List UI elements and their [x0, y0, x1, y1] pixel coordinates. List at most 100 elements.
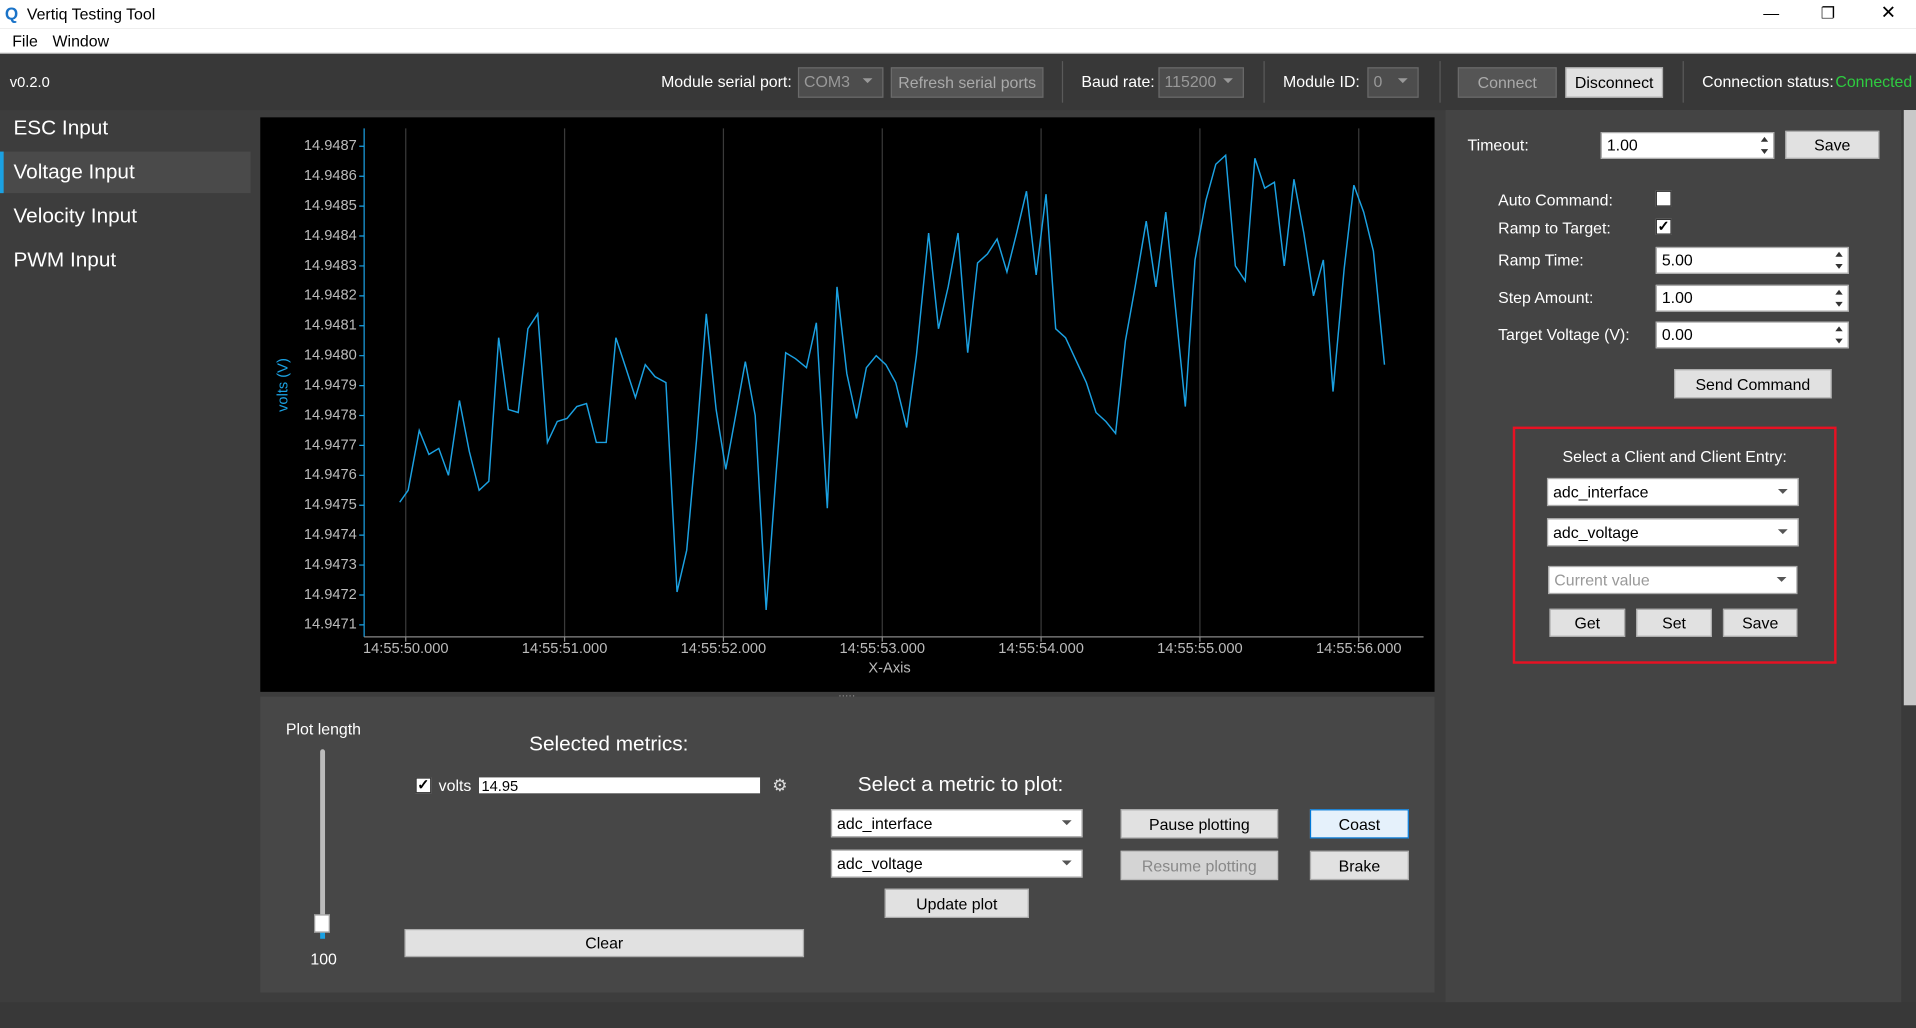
disconnect-button[interactable]: Disconnect: [1565, 67, 1664, 98]
coast-button[interactable]: Coast: [1309, 809, 1409, 839]
box-title: Select a Client and Client Entry:: [1562, 447, 1787, 466]
separator: [1439, 61, 1441, 103]
y-tick-label: 14.9473: [304, 557, 357, 573]
target-spinbox[interactable]: 0.00: [1655, 321, 1849, 349]
label: Module serial port:: [661, 72, 792, 91]
y-tick-label: 14.9486: [304, 168, 357, 184]
module-id-combo[interactable]: 0: [1367, 67, 1419, 98]
brake-button[interactable]: Brake: [1309, 850, 1409, 881]
menu-bar: [0, 28, 1916, 54]
data-line: [399, 153, 1386, 610]
send-button[interactable]: Send Command: [1674, 369, 1832, 399]
close-button[interactable]: ✕: [1880, 2, 1896, 24]
value-input[interactable]: Current value: [1548, 565, 1798, 595]
section-title: Selected metrics:: [529, 732, 689, 756]
separator: [1263, 61, 1265, 103]
label: Step Amount:: [1498, 288, 1594, 307]
label: Connection status:: [1702, 72, 1834, 91]
y-tick-label: 14.9477: [304, 437, 357, 453]
y-tick-label: 14.9483: [304, 258, 357, 274]
clear-button[interactable]: Clear: [404, 928, 805, 958]
y-tick-label: 14.9478: [304, 407, 357, 423]
scrollbar-thumb[interactable]: [1903, 110, 1916, 706]
label: Auto Command:: [1498, 190, 1613, 210]
title-bar: [0, 0, 1916, 29]
client-combo[interactable]: adc_interface: [830, 809, 1083, 838]
ramp-time-spinbox[interactable]: 5.00: [1655, 246, 1849, 274]
plot: X-Axis volts (V) 14:55:50.000 14:55:51.00…: [260, 117, 1435, 692]
label: Plot length: [285, 719, 362, 739]
metric-checkbox[interactable]: ✓: [415, 776, 432, 794]
x-tick-label: 14:55:54.000: [998, 641, 1084, 657]
label: Module ID:: [1283, 72, 1360, 91]
menu-item[interactable]: File: [12, 31, 38, 51]
separator: [1682, 61, 1684, 103]
plot-length-value: 100: [310, 949, 337, 969]
highlight-box: [1512, 426, 1837, 664]
x-tick-label: 14:55:55.000: [1157, 641, 1243, 657]
y-tick-label: 14.9482: [304, 288, 357, 304]
save-button[interactable]: Save: [1722, 608, 1798, 637]
refresh-button[interactable]: Refresh serial ports: [890, 67, 1044, 98]
entry-combo[interactable]: adc_voltage: [830, 849, 1083, 878]
separator: [1061, 61, 1064, 103]
save-button[interactable]: Save: [1785, 130, 1880, 159]
sidebar-item[interactable]: PWM Input: [13, 248, 117, 272]
label: Baud rate:: [1081, 72, 1155, 91]
y-tick-label: 14.9481: [304, 318, 357, 334]
y-tick-label: 14.9474: [304, 527, 357, 543]
serial-port-combo[interactable]: COM3: [797, 67, 884, 98]
x-tick-label: 14:55:53.000: [839, 641, 925, 657]
label: Timeout:: [1467, 135, 1529, 155]
set-button[interactable]: Set: [1636, 608, 1712, 637]
version: v0.2.0: [9, 73, 50, 91]
slider-track[interactable]: [320, 749, 326, 936]
status-bar: [0, 1002, 1916, 1028]
section-title: Select a metric to plot:: [857, 772, 1064, 796]
y-axis-label: volts (V): [275, 358, 291, 412]
sidebar-item[interactable]: ESC Input: [13, 116, 109, 140]
y-tick-label: 14.9479: [304, 377, 357, 393]
connect-button[interactable]: Connect: [1457, 67, 1557, 98]
y-tick-label: 14.9475: [304, 497, 357, 513]
y-tick-label: 14.9487: [304, 138, 357, 154]
slider-handle[interactable]: [314, 914, 330, 933]
x-axis-label: X-Axis: [868, 661, 910, 677]
timeout-spinbox[interactable]: 1.00: [1600, 132, 1775, 159]
app-icon: Q: [4, 3, 19, 24]
ramp-checkbox[interactable]: ✓: [1655, 217, 1672, 235]
label: Ramp to Target:: [1498, 218, 1611, 238]
settings-icon[interactable]: ⚙: [772, 774, 788, 795]
x-tick-label: 14:55:52.000: [681, 641, 767, 657]
connection-status: Connected: [1835, 72, 1913, 91]
sidebar-item[interactable]: Voltage Input: [0, 151, 251, 194]
label: Ramp Time:: [1498, 250, 1584, 269]
metric-name: volts: [438, 776, 472, 795]
y-tick-label: 14.9485: [304, 198, 357, 214]
label: Target Voltage (V):: [1498, 325, 1630, 344]
metric-value: 14.95: [479, 777, 761, 795]
minimize-button[interactable]: —: [1763, 3, 1780, 23]
entry-combo[interactable]: adc_voltage: [1546, 518, 1799, 547]
step-spinbox[interactable]: 1.00: [1655, 284, 1849, 312]
x-tick-label: 14:55:50.000: [363, 641, 449, 657]
y-tick-label: 14.9471: [304, 617, 357, 633]
y-tick-label: 14.9476: [304, 467, 357, 483]
update-button[interactable]: Update plot: [884, 888, 1029, 918]
maximize-button[interactable]: ❐: [1820, 3, 1835, 23]
x-tick-label: 14:55:56.000: [1316, 641, 1402, 657]
client-combo[interactable]: adc_interface: [1546, 477, 1799, 507]
baud-combo[interactable]: 115200: [1158, 67, 1244, 98]
y-tick-label: 14.9484: [304, 228, 357, 244]
resume-button[interactable]: Resume plotting: [1120, 850, 1279, 881]
get-button[interactable]: Get: [1549, 608, 1626, 637]
x-tick-label: 14:55:51.000: [522, 641, 608, 657]
pause-button[interactable]: Pause plotting: [1120, 809, 1279, 839]
y-tick-label: 14.9472: [304, 587, 357, 603]
auto-command-checkbox[interactable]: [1655, 190, 1672, 207]
sidebar-item[interactable]: Velocity Input: [13, 204, 138, 228]
menu-item[interactable]: Window: [52, 31, 110, 51]
y-tick-label: 14.9480: [304, 348, 357, 364]
